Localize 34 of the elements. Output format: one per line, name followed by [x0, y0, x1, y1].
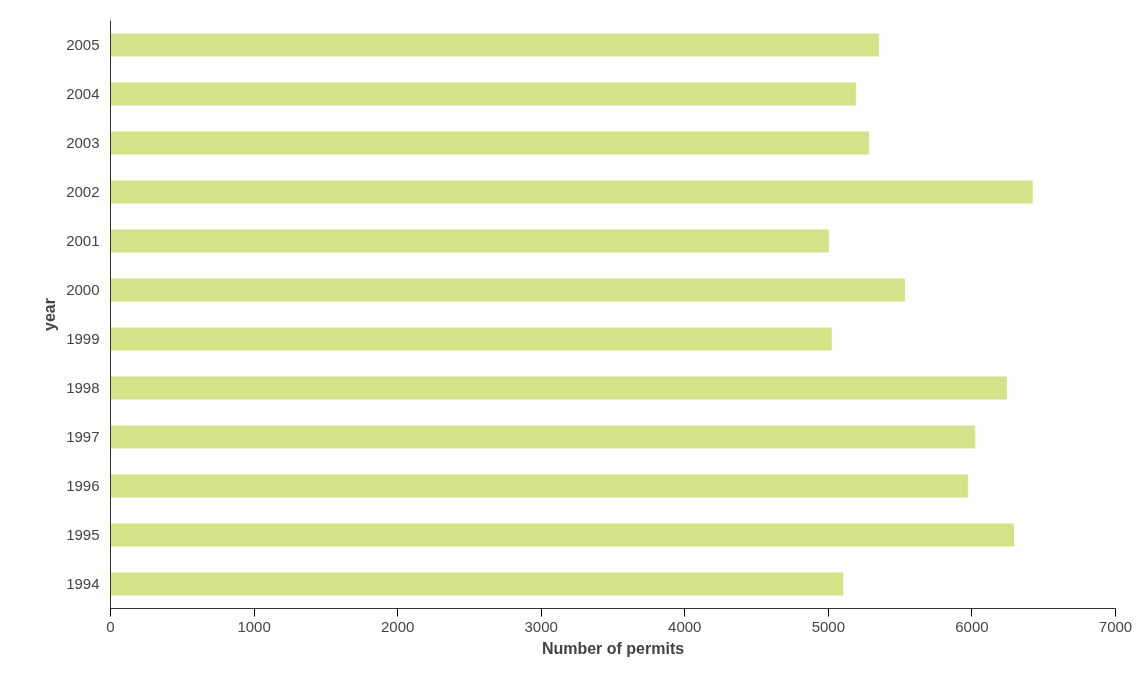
y-tick-label: 2000 [66, 281, 100, 298]
bar [110, 229, 829, 253]
x-tick-label: 2000 [380, 617, 415, 635]
y-tick-label: 1994 [66, 575, 100, 592]
x-tick-label: 5000 [811, 617, 846, 635]
y-tick-label: 2004 [66, 85, 100, 102]
y-tick-label: 1997 [66, 428, 100, 445]
y-tick-label: 1998 [66, 379, 100, 396]
bar [110, 278, 905, 302]
bar [110, 425, 976, 449]
bar [110, 376, 1007, 400]
x-tick-label: 6000 [955, 617, 989, 635]
bar [110, 33, 880, 57]
bar [110, 180, 1033, 204]
y-tick-label: 1995 [66, 526, 100, 543]
x-tick-label: 0 [106, 617, 115, 635]
bar [110, 523, 1015, 547]
x-axis-title: Number of permits [541, 639, 685, 657]
y-tick-label: 2002 [66, 183, 100, 200]
x-tick-label: 4000 [668, 617, 702, 635]
x-tick-label: 3000 [524, 617, 558, 635]
bar [110, 572, 844, 596]
x-tick-label: 1000 [237, 617, 271, 635]
y-tick-label: 2005 [66, 36, 100, 53]
y-tick-label: 2003 [66, 134, 100, 151]
bar [110, 474, 969, 498]
bar [110, 82, 857, 106]
x-tick-label: 7000 [1098, 617, 1133, 635]
bar [110, 131, 870, 155]
y-axis-title: year [41, 298, 59, 331]
y-tick-label: 1999 [66, 330, 100, 347]
y-tick-label: 1996 [66, 477, 100, 494]
y-tick-label: 2001 [66, 232, 100, 249]
bar [110, 327, 832, 351]
